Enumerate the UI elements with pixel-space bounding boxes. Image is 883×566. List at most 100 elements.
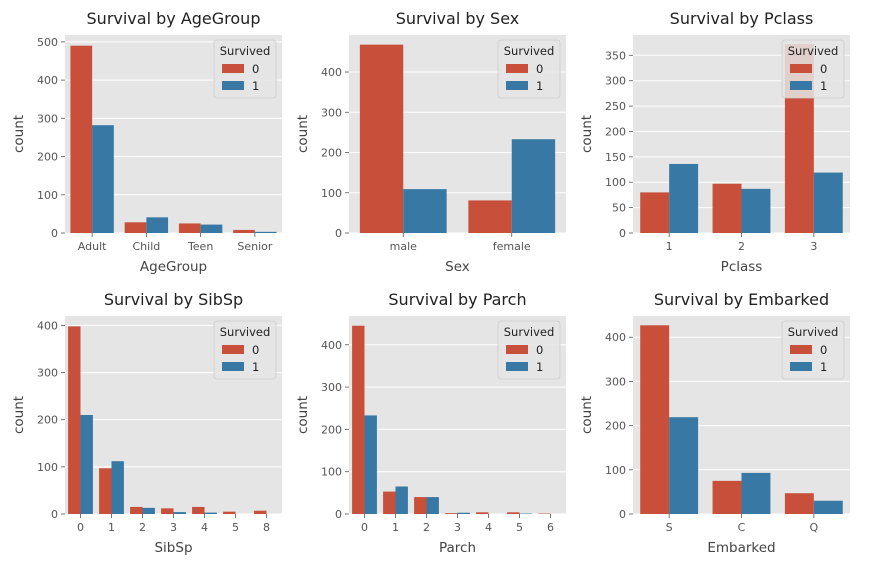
legend-swatch-survived-1 [506,81,528,90]
legend-label-survived-0: 0 [820,343,827,357]
x-tick-label: 5 [232,521,239,534]
bar-3-survived-1 [813,172,843,233]
y-tick-label: 400 [605,331,626,344]
y-tick-label: 350 [605,49,626,62]
y-tick-label: 150 [605,151,626,164]
bar-s-survived-0 [640,325,670,514]
bar-male-survived-0 [359,44,404,233]
bar-2-survived-0 [130,506,143,514]
legend-swatch-survived-0 [790,345,812,354]
legend: Survived 0 1 [781,320,845,380]
y-tick-label: 0 [619,508,626,521]
chart-panel-pclass: 0 50 100 150 200 250 300 350 1 2 3 Survival by Pcla… [579,9,850,275]
y-tick-label: 200 [321,423,342,436]
x-tick-label: 1 [666,240,673,253]
chart-title: Survival by Parch [388,290,526,309]
bar-1-survived-1 [395,486,408,514]
bar-0-survived-1 [364,415,377,514]
legend-title: Survived [788,325,839,339]
x-tick-label: Adult [78,240,107,253]
y-tick-label: 400 [321,66,342,79]
y-axis-label: count [11,396,27,434]
legend-label-survived-0: 0 [252,343,259,357]
bar-1-survived-0 [99,468,112,514]
bar-4-survived-1 [204,512,217,514]
chart-panel-sibsp: 0 100 200 300 400 0 1 2 3 4 5 8 Survival by SibSp Sib… [11,290,282,556]
chart-title: Survival by Pclass [670,9,814,28]
bar-2-survived-1 [142,507,155,514]
legend-swatch-survived-0 [506,345,528,354]
x-tick-label: 6 [547,521,554,534]
bar-s-survived-1 [669,417,699,514]
x-tick-label: Child [133,240,161,253]
bar-teen-survived-0 [178,223,201,233]
legend: Survived 0 1 [213,320,277,380]
y-tick-label: 300 [37,112,58,125]
legend: Survived 0 1 [497,320,561,380]
legend-label-survived-1: 1 [536,360,543,374]
y-axis-label: count [11,115,27,153]
x-axis-label: Embarked [707,540,775,556]
bar-4-survived-0 [476,512,489,514]
bar-2-survived-0 [414,497,427,514]
legend-label-survived-1: 1 [536,79,543,93]
chart-title: Survival by SibSp [104,290,243,309]
bar-3-survived-1 [173,512,186,514]
x-tick-label: Teen [187,240,213,253]
x-tick-label: 1 [108,521,115,534]
x-tick-label: 3 [810,240,817,253]
legend-swatch-survived-1 [506,362,528,371]
y-axis-label: count [295,115,311,153]
bar-female-survived-0 [468,200,512,233]
x-tick-label: 0 [361,521,368,534]
x-tick-label: 4 [201,521,208,534]
bar-child-survived-0 [124,222,147,233]
y-tick-label: 200 [37,151,58,164]
chart-panel-embarked: 0 100 200 300 400 S C Q Survival by Embarked Emba… [579,290,850,556]
bar-q-survived-0 [784,493,814,514]
bar-0-survived-0 [352,325,365,514]
legend-swatch-survived-0 [222,64,244,73]
bar-0-survived-1 [80,415,93,514]
chart-panel-agegroup: 0 100 200 300 400 500 Adult Child Teen Senior Surv… [11,9,282,275]
y-axis-label: count [295,396,311,434]
x-axis-label: SibSp [154,540,192,556]
legend-title: Survived [504,44,555,58]
x-tick-label: 8 [263,521,270,534]
bar-1-survived-0 [383,491,396,514]
legend-title: Survived [504,325,555,339]
legend-title: Survived [220,44,271,58]
y-axis-label: count [579,396,595,434]
y-tick-label: 0 [51,508,58,521]
x-axis-label: Parch [439,540,476,556]
bar-c-survived-1 [741,472,771,514]
bar-senior-survived-1 [254,231,277,233]
bar-adult-survived-1 [92,125,114,233]
y-tick-label: 0 [51,227,58,240]
y-tick-label: 300 [605,375,626,388]
bar-5-survived-0 [507,512,520,514]
y-tick-label: 300 [321,106,342,119]
legend-label-survived-1: 1 [820,79,827,93]
y-tick-label: 200 [605,420,626,433]
y-tick-label: 100 [37,461,58,474]
bar-3-survived-0 [161,508,174,514]
bar-senior-survived-0 [233,229,255,233]
x-tick-label: 4 [485,521,492,534]
legend-label-survived-1: 1 [252,360,259,374]
legend-label-survived-0: 0 [536,343,543,357]
x-tick-label: 5 [516,521,523,534]
x-axis-label: AgeGroup [140,259,207,275]
y-tick-label: 400 [321,339,342,352]
bar-2-survived-1 [741,188,771,233]
bar-male-survived-1 [403,189,447,233]
chart-panel-sex: 0 100 200 300 400 male female Survival by Sex Se… [295,9,566,275]
y-tick-label: 100 [37,189,58,202]
y-tick-label: 400 [37,319,58,332]
x-tick-label: 0 [77,521,84,534]
legend-swatch-survived-1 [790,81,812,90]
x-tick-label: 1 [392,521,399,534]
bar-child-survived-1 [146,217,169,233]
legend-label-survived-0: 0 [252,62,259,76]
bar-1-survived-1 [111,461,124,514]
